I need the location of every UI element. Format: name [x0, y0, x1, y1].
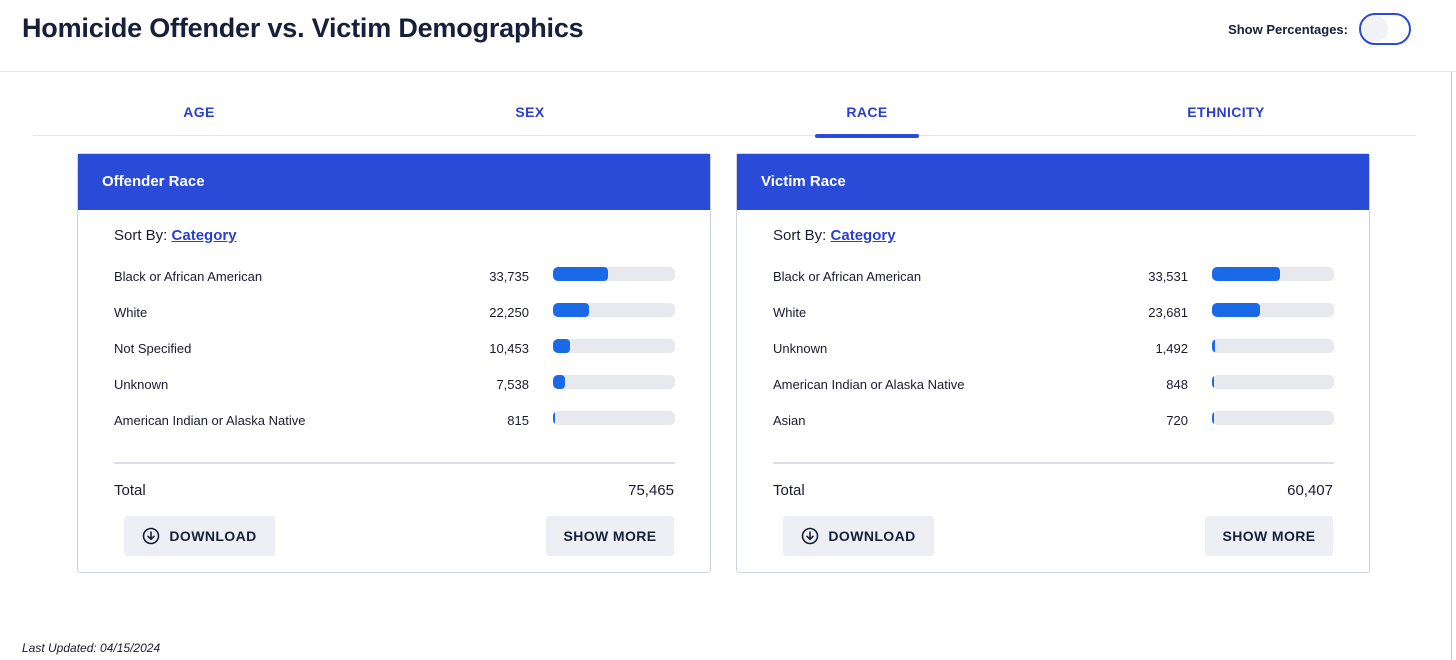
- total-label: Total: [114, 482, 146, 499]
- bar-track: [1212, 303, 1334, 317]
- bar-fill: [553, 303, 589, 317]
- bar-fill: [553, 411, 555, 425]
- bar-fill: [1212, 375, 1214, 389]
- download-button[interactable]: DOWNLOAD: [783, 516, 934, 556]
- total-value: 75,465: [628, 482, 674, 499]
- list-item: White 23,681: [773, 302, 1334, 322]
- list-item: American Indian or Alaska Native 848: [773, 374, 1334, 394]
- row-label: Asian: [773, 413, 806, 428]
- row-label: Unknown: [114, 377, 169, 392]
- tab-label: ETHNICITY: [1187, 104, 1265, 120]
- list-item: Black or African American 33,735: [114, 266, 675, 286]
- row-value: 720: [1166, 413, 1188, 428]
- list-item: Asian 720: [773, 410, 1334, 430]
- active-tab-indicator: [815, 134, 919, 138]
- show-more-label: SHOW MORE: [1222, 528, 1316, 544]
- row-label: Black or African American: [773, 269, 922, 284]
- bar-track: [553, 267, 675, 281]
- download-label: DOWNLOAD: [169, 528, 257, 544]
- download-circle-icon: [143, 527, 160, 545]
- bar-track: [553, 411, 675, 425]
- show-percentages-label: Show Percentages:: [1228, 21, 1348, 37]
- download-circle-icon: [802, 527, 819, 545]
- row-value: 848: [1166, 377, 1188, 392]
- row-value: 22,250: [489, 305, 529, 320]
- bar-track: [553, 339, 675, 353]
- bar-fill: [553, 267, 608, 281]
- top-bar: Homicide Offender vs. Victim Demographic…: [0, 0, 1456, 72]
- bar-track: [1212, 411, 1334, 425]
- offender-race-card: Offender Race Sort By: Category Black or…: [77, 153, 711, 573]
- tab-label: SEX: [515, 104, 545, 120]
- list-item: Unknown 7,538: [114, 374, 675, 394]
- bar-fill: [1212, 339, 1216, 353]
- bar-fill: [553, 339, 570, 353]
- row-label: Unknown: [773, 341, 828, 356]
- victim-race-card: Victim Race Sort By: Category Black or A…: [736, 153, 1370, 573]
- last-updated: Last Updated: 04/15/2024: [22, 641, 161, 655]
- sort-by-label: Sort By:: [773, 227, 827, 244]
- row-value: 7,538: [496, 377, 529, 392]
- tab-label: RACE: [846, 104, 888, 120]
- divider: [773, 462, 1334, 464]
- row-value: 10,453: [489, 341, 529, 356]
- bar-fill: [1212, 267, 1280, 281]
- tab-age[interactable]: AGE: [143, 90, 255, 136]
- bar-fill: [1212, 303, 1260, 317]
- divider: [114, 462, 675, 464]
- list-item: Not Specified 10,453: [114, 338, 675, 358]
- show-percentages-control: Show Percentages:: [1228, 13, 1411, 45]
- bar-track: [1212, 339, 1334, 353]
- card-title: Victim Race: [737, 154, 1369, 210]
- total-label: Total: [773, 482, 805, 499]
- row-value: 23,681: [1148, 305, 1188, 320]
- list-item: American Indian or Alaska Native 815: [114, 410, 675, 430]
- list-item: Unknown 1,492: [773, 338, 1334, 358]
- row-value: 1,492: [1155, 341, 1188, 356]
- row-label: Black or African American: [114, 269, 263, 284]
- list-item: Black or African American 33,531: [773, 266, 1334, 286]
- bar-fill: [553, 375, 566, 389]
- show-more-button[interactable]: SHOW MORE: [1205, 516, 1333, 556]
- tab-race[interactable]: RACE: [815, 90, 919, 138]
- row-label: Not Specified: [114, 341, 192, 356]
- bar-track: [553, 375, 675, 389]
- show-percentages-toggle[interactable]: [1359, 13, 1411, 45]
- row-label: American Indian or Alaska Native: [773, 377, 965, 392]
- tab-ethnicity[interactable]: ETHNICITY: [1163, 90, 1289, 136]
- sort-by: Sort By: Category: [773, 227, 896, 244]
- sort-by-label: Sort By:: [114, 227, 168, 244]
- bar-track: [553, 303, 675, 317]
- row-value: 33,531: [1148, 269, 1188, 284]
- tab-label: AGE: [183, 104, 215, 120]
- row-value: 33,735: [489, 269, 529, 284]
- card-title: Offender Race: [78, 154, 710, 210]
- download-label: DOWNLOAD: [828, 528, 916, 544]
- sort-by-link[interactable]: Category: [830, 227, 896, 244]
- sort-by-link[interactable]: Category: [171, 227, 237, 244]
- bar-fill: [1212, 411, 1214, 425]
- show-more-label: SHOW MORE: [563, 528, 657, 544]
- page-title: Homicide Offender vs. Victim Demographic…: [22, 13, 584, 43]
- tab-sex[interactable]: SEX: [474, 90, 586, 136]
- toggle-knob: [1363, 17, 1387, 41]
- sort-by: Sort By: Category: [114, 227, 237, 244]
- download-button[interactable]: DOWNLOAD: [124, 516, 275, 556]
- list-item: White 22,250: [114, 302, 675, 322]
- row-label: White: [114, 305, 148, 320]
- row-label: White: [773, 305, 807, 320]
- row-label: American Indian or Alaska Native: [114, 413, 306, 428]
- bar-track: [1212, 375, 1334, 389]
- demographic-tabs: AGE SEX RACE ETHNICITY: [33, 90, 1416, 138]
- row-value: 815: [507, 413, 529, 428]
- total-value: 60,407: [1287, 482, 1333, 499]
- bar-track: [1212, 267, 1334, 281]
- show-more-button[interactable]: SHOW MORE: [546, 516, 674, 556]
- scroll-edge: [1451, 72, 1452, 660]
